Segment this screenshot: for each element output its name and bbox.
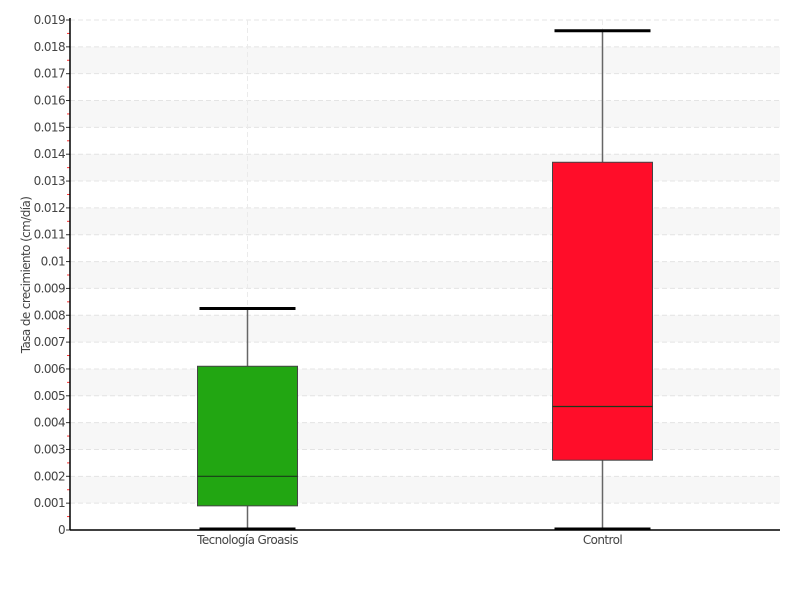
y-tick-label: 0.01	[41, 255, 65, 269]
box-0	[197, 365, 298, 507]
y-tick-label: 0.017	[34, 67, 65, 81]
y-tick-label: 0.019	[34, 13, 65, 27]
grid-band	[70, 368, 780, 396]
axes: 0 0.001 0.002 0.003 0.004 0.005 0.006 0.007 0.00…	[34, 13, 780, 547]
grid-band	[70, 154, 780, 182]
grid-band	[70, 315, 780, 343]
y-tick-label: 0.004	[34, 416, 65, 430]
y-tick-label: 0.005	[34, 389, 65, 403]
y-tick-label: 0.001	[34, 496, 65, 510]
grid-lines	[70, 19, 780, 530]
y-tick-label: 0.009	[34, 281, 65, 295]
x-tick-label: Control	[583, 533, 622, 547]
grid-band	[70, 46, 780, 74]
box-1	[552, 161, 653, 461]
grid-band	[70, 476, 780, 504]
y-tick-label: 0.018	[34, 40, 65, 54]
y-tick-label: 0.013	[34, 174, 65, 188]
y-axis-label: Tasa de crecimiento (cm/día)	[19, 197, 33, 355]
grid-band	[70, 207, 780, 235]
y-tick-label: 0.015	[34, 120, 65, 134]
y-tick-label: 0.006	[34, 362, 65, 376]
y-tick-label: 0.011	[34, 228, 65, 242]
y-tick-label: 0.012	[34, 201, 65, 215]
y-tick-label: 0.008	[34, 308, 65, 322]
x-tick-label: Tecnología Groasis	[196, 533, 298, 547]
grid-band	[70, 261, 780, 289]
y-tick-label: 0.014	[34, 147, 65, 161]
y-tick-label: 0.003	[34, 442, 65, 456]
y-tick-label: 0.016	[34, 94, 65, 108]
y-tick-label: 0.002	[34, 469, 65, 483]
grid-band	[70, 422, 780, 450]
boxes	[197, 29, 653, 531]
grid-band	[70, 100, 780, 128]
y-tick-label: 0	[58, 523, 65, 537]
y-tick-label: 0.007	[34, 335, 65, 349]
grid-bands	[70, 46, 780, 504]
